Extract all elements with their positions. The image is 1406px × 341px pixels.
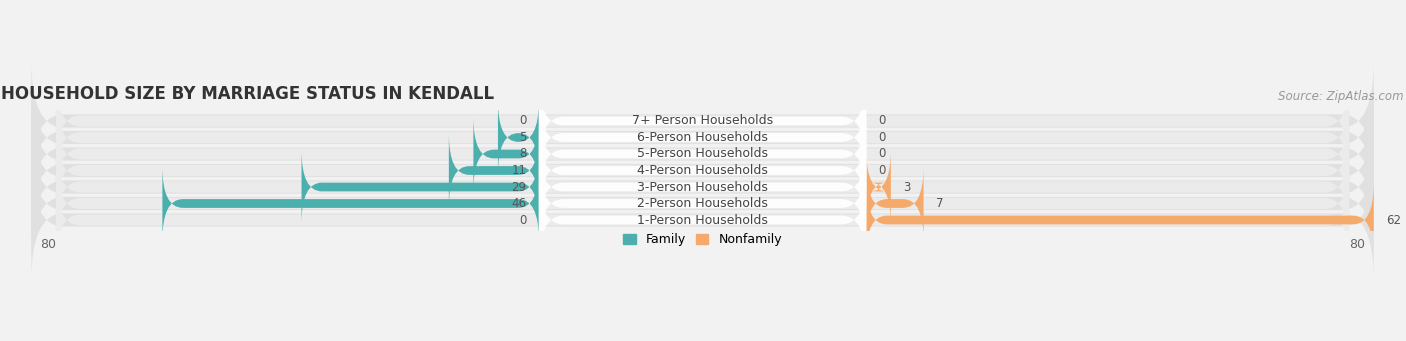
FancyBboxPatch shape xyxy=(538,76,866,166)
FancyBboxPatch shape xyxy=(31,128,1374,247)
FancyBboxPatch shape xyxy=(866,183,1374,257)
FancyBboxPatch shape xyxy=(56,160,1350,247)
Text: 5-Person Households: 5-Person Households xyxy=(637,148,768,161)
FancyBboxPatch shape xyxy=(56,77,1350,165)
FancyBboxPatch shape xyxy=(866,150,891,224)
FancyBboxPatch shape xyxy=(56,127,1350,214)
Text: 6-Person Households: 6-Person Households xyxy=(637,131,768,144)
Text: 62: 62 xyxy=(1386,213,1400,226)
FancyBboxPatch shape xyxy=(538,125,866,216)
FancyBboxPatch shape xyxy=(538,142,866,232)
Text: 0: 0 xyxy=(519,213,527,226)
Text: 0: 0 xyxy=(879,131,886,144)
Text: 46: 46 xyxy=(512,197,527,210)
FancyBboxPatch shape xyxy=(31,111,1374,230)
Text: 0: 0 xyxy=(879,115,886,128)
Text: HOUSEHOLD SIZE BY MARRIAGE STATUS IN KENDALL: HOUSEHOLD SIZE BY MARRIAGE STATUS IN KEN… xyxy=(1,85,495,103)
FancyBboxPatch shape xyxy=(31,62,1374,180)
FancyBboxPatch shape xyxy=(31,161,1374,279)
FancyBboxPatch shape xyxy=(162,167,538,240)
FancyBboxPatch shape xyxy=(538,109,866,199)
FancyBboxPatch shape xyxy=(538,92,866,183)
Text: 7+ Person Households: 7+ Person Households xyxy=(633,115,773,128)
Text: Source: ZipAtlas.com: Source: ZipAtlas.com xyxy=(1278,90,1403,103)
FancyBboxPatch shape xyxy=(56,110,1350,198)
FancyBboxPatch shape xyxy=(538,175,866,265)
Text: 0: 0 xyxy=(519,115,527,128)
FancyBboxPatch shape xyxy=(56,176,1350,264)
FancyBboxPatch shape xyxy=(866,167,924,240)
Text: 3-Person Households: 3-Person Households xyxy=(637,180,768,193)
Text: 1-Person Households: 1-Person Households xyxy=(637,213,768,226)
Text: 0: 0 xyxy=(879,164,886,177)
FancyBboxPatch shape xyxy=(449,134,538,207)
FancyBboxPatch shape xyxy=(31,94,1374,213)
Text: 8: 8 xyxy=(519,148,527,161)
FancyBboxPatch shape xyxy=(301,150,538,224)
Text: 0: 0 xyxy=(879,148,886,161)
FancyBboxPatch shape xyxy=(31,144,1374,263)
Text: 29: 29 xyxy=(512,180,527,193)
FancyBboxPatch shape xyxy=(498,101,538,174)
FancyBboxPatch shape xyxy=(474,117,538,191)
FancyBboxPatch shape xyxy=(31,78,1374,197)
Legend: Family, Nonfamily: Family, Nonfamily xyxy=(623,233,782,246)
FancyBboxPatch shape xyxy=(538,158,866,249)
Text: 4-Person Households: 4-Person Households xyxy=(637,164,768,177)
Text: 11: 11 xyxy=(512,164,527,177)
FancyBboxPatch shape xyxy=(56,143,1350,231)
Text: 7: 7 xyxy=(936,197,943,210)
Text: 5: 5 xyxy=(519,131,527,144)
Text: 3: 3 xyxy=(903,180,911,193)
Text: 2-Person Households: 2-Person Households xyxy=(637,197,768,210)
FancyBboxPatch shape xyxy=(56,94,1350,181)
